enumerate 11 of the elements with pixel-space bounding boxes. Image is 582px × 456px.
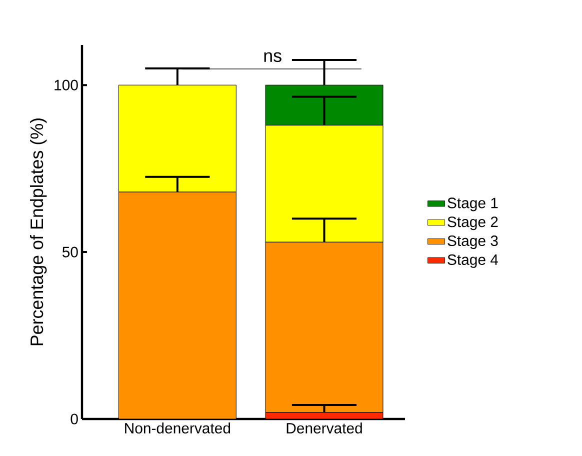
x-tick-label: Non-denervated — [125, 422, 230, 434]
legend-label: Stage 4 — [448, 254, 498, 268]
y-axis-title: Percentage of Endplates (%) — [30, 118, 47, 346]
y-tick-label: 0 — [70, 414, 78, 424]
legend-label: Stage 2 — [448, 216, 498, 230]
legend-label: Stage 3 — [448, 235, 498, 250]
annotation: ns — [264, 52, 282, 62]
legend-label: Stage 1 — [448, 198, 498, 212]
y-tick-label: 50 — [62, 246, 78, 258]
y-tick-label: 100 — [54, 80, 78, 90]
x-tick-label: Denervated — [286, 422, 362, 434]
